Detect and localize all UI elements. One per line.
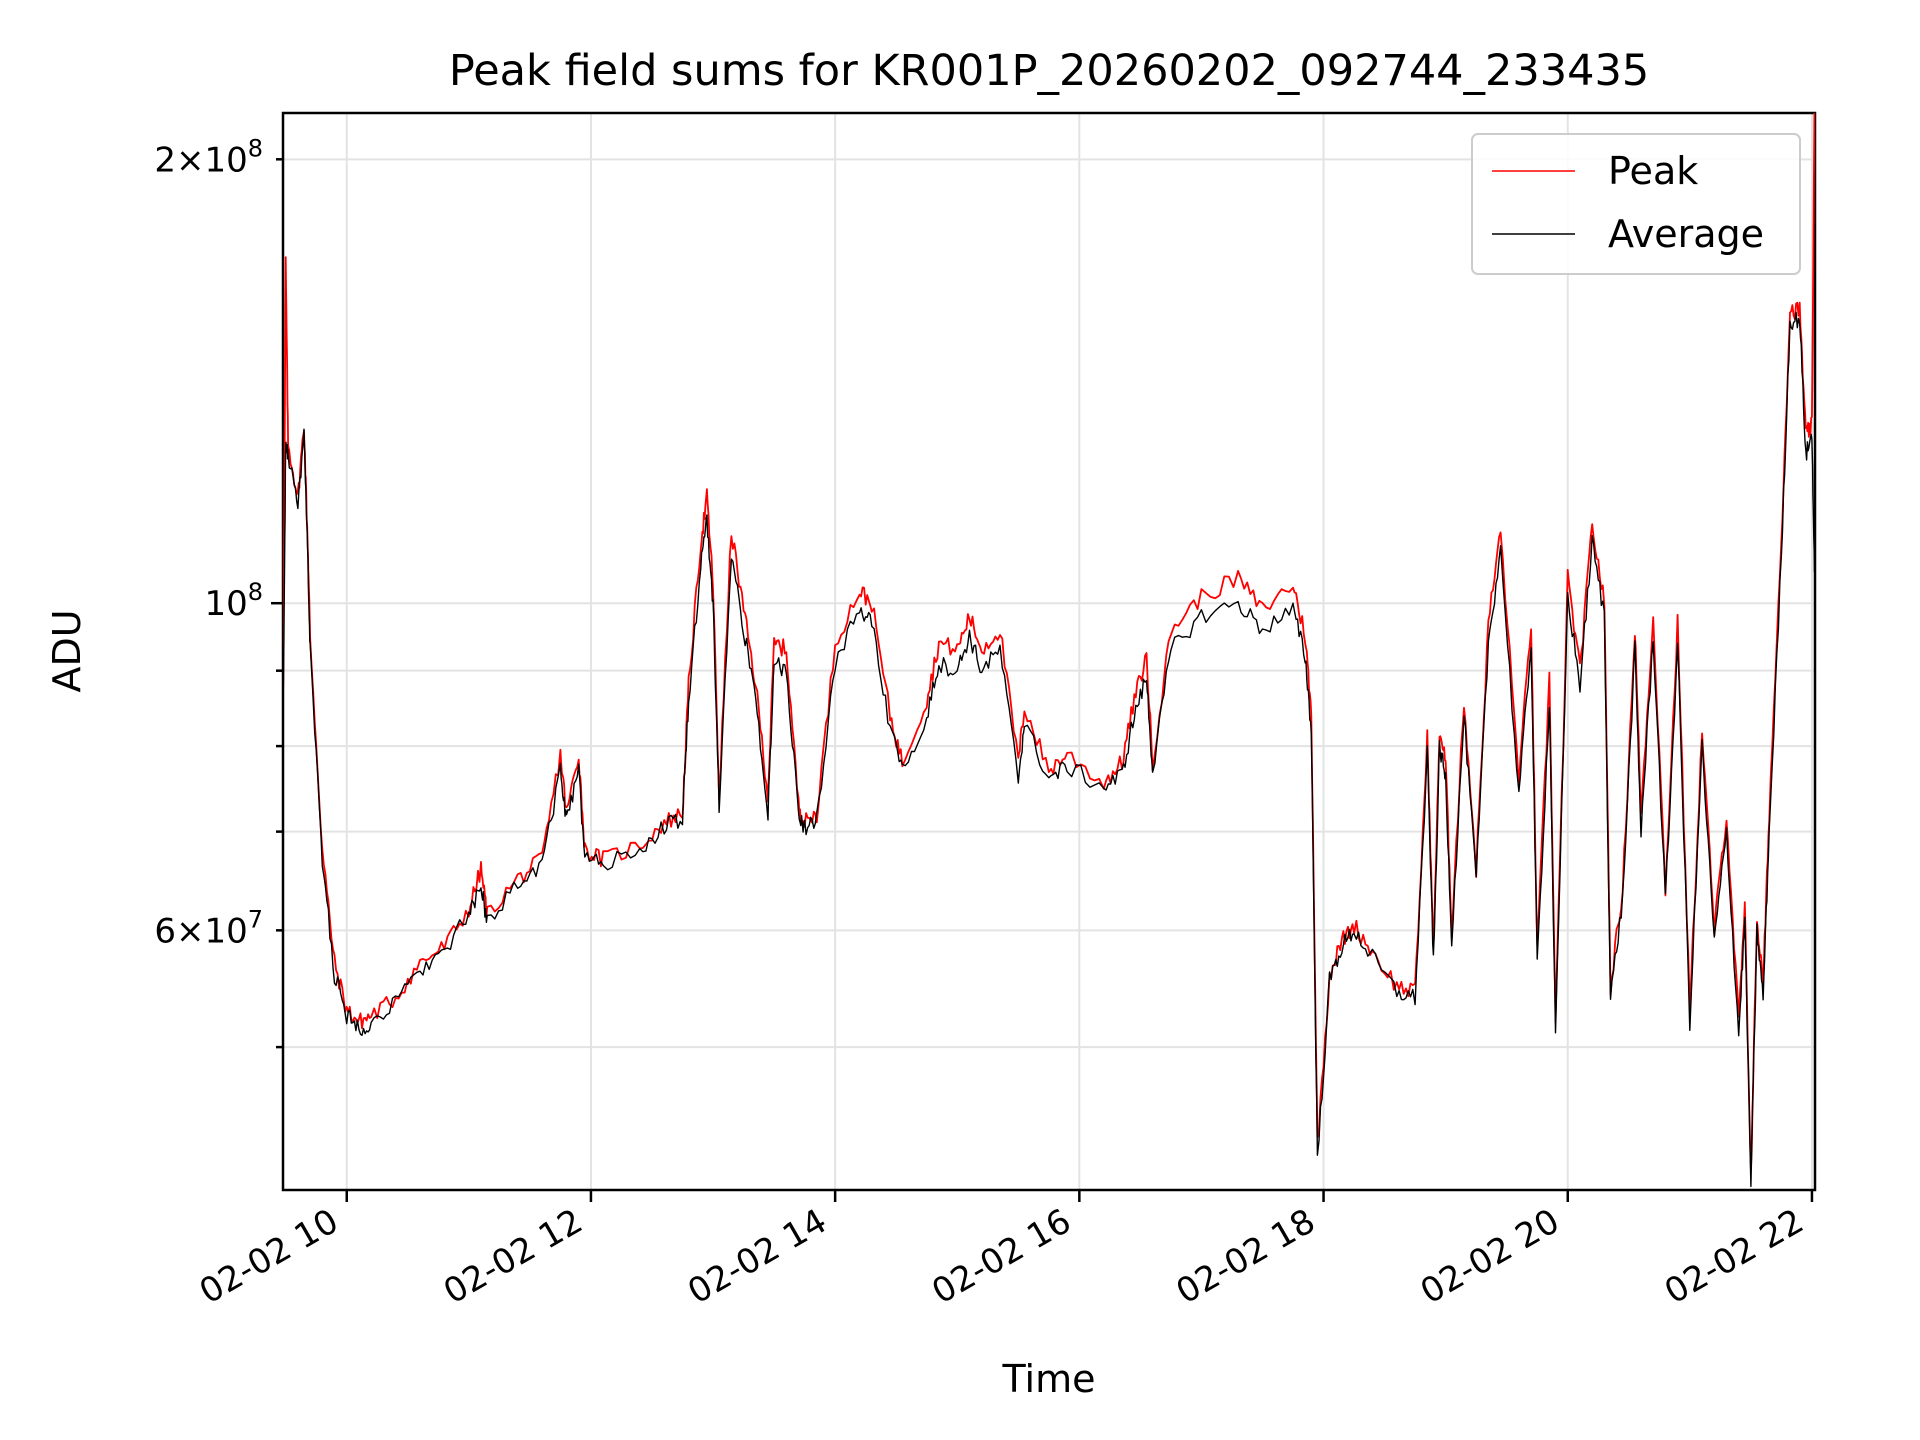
x-tick-label: 02-02 22: [1658, 1201, 1810, 1312]
y-tick-label: 108: [204, 578, 263, 624]
legend-box: [1471, 133, 1801, 275]
x-axis-label: Time: [1002, 1357, 1096, 1401]
y-axis-label: ADU: [45, 609, 89, 692]
legend-average-label: Average: [1608, 212, 1764, 256]
series-layer: [283, 113, 1815, 1188]
y-axis-ticks: 108 2×108 6×107: [154, 134, 283, 1049]
x-tick-label: 02-02 10: [193, 1201, 345, 1312]
chart-title: Peak field sums for KR001P_20260202_0927…: [449, 46, 1649, 96]
x-tick-label: 02-02 16: [925, 1201, 1077, 1312]
y-tick-label: 6×107: [154, 905, 263, 951]
legend-peak-label: Peak: [1608, 149, 1698, 193]
x-axis-ticks: 02-02 10 02-02 12 02-02 14 02-02 16 02-02 18…: [193, 1190, 1814, 1312]
x-tick-label: 02-02 18: [1170, 1201, 1322, 1312]
series-line-average: [283, 311, 1815, 1188]
y-tick-label: 2×108: [154, 134, 263, 180]
x-tick-label: 02-02 12: [437, 1201, 589, 1312]
x-tick-label: 02-02 20: [1414, 1201, 1566, 1312]
legend: Peak Average: [1471, 133, 1801, 275]
x-tick-label: 02-02 14: [681, 1201, 833, 1312]
